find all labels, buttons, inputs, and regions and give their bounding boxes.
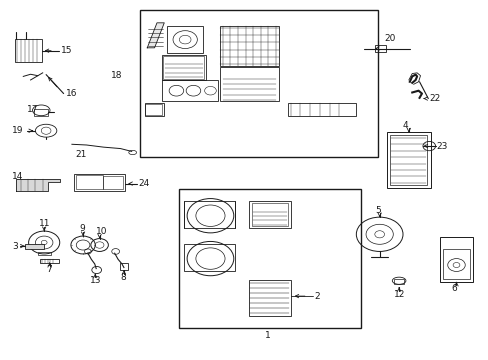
Bar (74, 174, 125, 191)
Bar (183, 244, 234, 271)
Bar (162, 55, 205, 80)
Bar (163, 56, 203, 79)
Bar (220, 26, 278, 66)
Text: 10: 10 (96, 227, 107, 236)
Text: 3: 3 (12, 242, 18, 251)
Bar (119, 263, 128, 270)
Bar (251, 203, 287, 226)
Bar (40, 258, 59, 263)
Bar (393, 279, 403, 284)
Text: 7: 7 (46, 265, 52, 274)
Bar (389, 135, 427, 185)
Bar (220, 67, 278, 102)
Text: 2: 2 (313, 292, 319, 301)
Bar (442, 249, 468, 279)
Text: 21: 21 (75, 150, 86, 159)
Bar (38, 252, 51, 255)
Text: 15: 15 (61, 46, 72, 55)
Polygon shape (147, 23, 164, 48)
Text: 24: 24 (138, 179, 149, 188)
Text: 19: 19 (12, 126, 23, 135)
Bar (76, 175, 103, 189)
Text: 9: 9 (79, 224, 85, 233)
Bar (166, 26, 203, 53)
Text: 8: 8 (120, 273, 125, 282)
Text: 4: 4 (402, 121, 408, 130)
Bar (34, 109, 48, 116)
Bar (144, 103, 164, 116)
Text: 12: 12 (393, 290, 405, 299)
Bar (287, 103, 356, 116)
Text: 13: 13 (90, 276, 101, 285)
Text: 23: 23 (436, 141, 447, 150)
Text: 18: 18 (111, 71, 122, 80)
Bar (144, 104, 162, 114)
Bar (249, 202, 290, 228)
Bar (374, 45, 385, 52)
Text: 14: 14 (12, 172, 23, 181)
Text: 20: 20 (384, 35, 395, 44)
Bar (103, 176, 122, 189)
Bar (15, 39, 41, 62)
Bar (140, 10, 377, 157)
Polygon shape (16, 179, 60, 192)
Text: 5: 5 (374, 206, 380, 215)
Bar (25, 244, 44, 249)
Text: 17: 17 (27, 105, 38, 114)
Bar (439, 237, 472, 282)
Bar (162, 80, 217, 102)
Bar (183, 202, 234, 228)
Text: 11: 11 (39, 219, 51, 228)
Bar (386, 132, 430, 188)
Bar (249, 280, 290, 316)
Text: 6: 6 (451, 284, 456, 293)
Text: 16: 16 (65, 89, 77, 98)
Text: 22: 22 (428, 94, 440, 103)
Text: 1: 1 (264, 331, 270, 340)
Bar (179, 189, 361, 328)
